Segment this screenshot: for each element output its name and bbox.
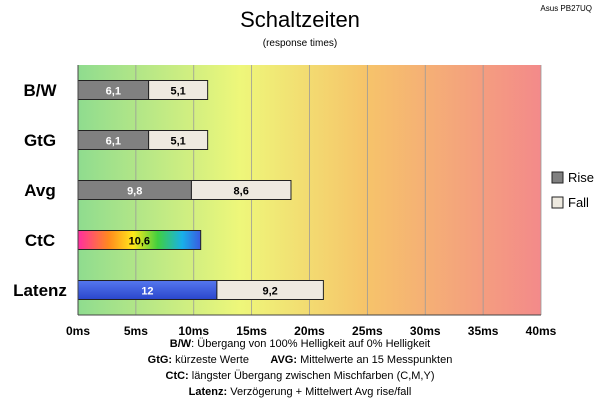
legend-label-fall: Fall (568, 195, 589, 210)
chart-title: Schaltzeiten (240, 7, 360, 32)
category-label: GtG (24, 131, 56, 150)
footer-line-ctc: CtC: längster Übergang zwischen Mischfar… (165, 370, 435, 382)
category-label: B/W (23, 81, 57, 100)
legend: Rise Fall (551, 170, 594, 210)
legend-swatch-rise (551, 171, 564, 184)
category-label: CtC (25, 231, 55, 250)
model-label: Asus PB27UQ (540, 4, 592, 13)
chart-subtitle: (response times) (263, 38, 337, 49)
footer-line-bw: B/W: Übergang von 100% Helligkeit auf 0%… (169, 338, 431, 350)
bar-fall (148, 130, 209, 150)
bar-fall (148, 80, 209, 100)
x-tick-label: 0ms (66, 324, 90, 338)
bar-fall (190, 180, 292, 200)
data-label: 12 (141, 286, 153, 298)
x-tick-label: 40ms (526, 324, 557, 338)
x-tick-label: 5ms (124, 324, 148, 338)
x-tick-label: 35ms (468, 324, 499, 338)
x-tick-label: 25ms (352, 324, 383, 338)
legend-swatch-fall (551, 196, 564, 209)
footer-notes: B/W: Übergang von 100% Helligkeit auf 0%… (0, 336, 600, 400)
x-tick-label: 30ms (410, 324, 441, 338)
data-label: 10,6 (129, 236, 150, 248)
footer-line-latenz: Latenz: Verzögerung + Mittelwert Avg ris… (188, 386, 412, 398)
legend-label-rise: Rise (568, 170, 594, 185)
data-label: 9,2 (262, 286, 277, 298)
x-tick-labels: 0ms 5ms 10ms 15ms 20ms 25ms 30ms 35ms 40ms (66, 324, 557, 338)
data-label: 9,8 (127, 186, 142, 198)
bars: 6,1 5,1 6,1 5,1 9,8 8,6 10,6 12 9,2 (77, 80, 324, 300)
data-label: 5,1 (170, 86, 185, 98)
data-label: 6,1 (106, 136, 121, 148)
grid-lines (135, 65, 542, 315)
x-tick-label: 20ms (294, 324, 325, 338)
data-label: 8,6 (234, 186, 249, 198)
x-tick-label: 15ms (236, 324, 267, 338)
category-label: Avg (24, 181, 56, 200)
data-label: 5,1 (170, 136, 185, 148)
footer-line-gtg-avg: GtG: kürzeste Werte AVG: Mittelwerte an … (147, 354, 453, 366)
bar-fall (216, 280, 324, 300)
x-tick-label: 10ms (178, 324, 209, 338)
data-label: 6,1 (106, 86, 121, 98)
category-label: Latenz (13, 281, 67, 300)
category-labels: B/W GtG Avg CtC Latenz (13, 81, 67, 300)
